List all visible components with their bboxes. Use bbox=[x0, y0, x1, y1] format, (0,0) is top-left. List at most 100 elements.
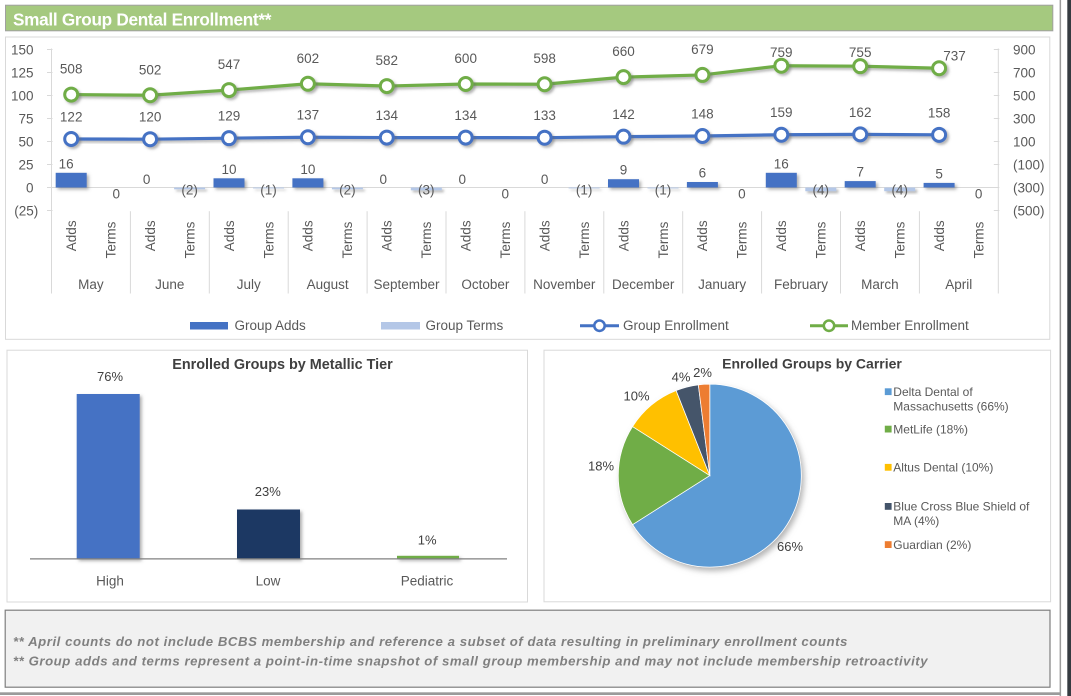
svg-text:4%: 4% bbox=[672, 370, 691, 385]
svg-text:Adds: Adds bbox=[932, 220, 947, 251]
svg-text:7: 7 bbox=[856, 165, 864, 180]
svg-text:0: 0 bbox=[975, 187, 983, 202]
svg-text:August: August bbox=[307, 277, 349, 292]
svg-text:300: 300 bbox=[1013, 111, 1036, 126]
svg-text:(4): (4) bbox=[813, 183, 830, 198]
svg-text:Small Group Dental Enrollment*: Small Group Dental Enrollment** bbox=[13, 10, 272, 30]
svg-text:125: 125 bbox=[11, 65, 34, 80]
svg-text:Terms: Terms bbox=[656, 221, 671, 258]
svg-text:Low: Low bbox=[256, 574, 281, 589]
svg-text:142: 142 bbox=[612, 107, 635, 122]
svg-text:(1): (1) bbox=[260, 183, 277, 198]
svg-text:25: 25 bbox=[18, 157, 33, 172]
svg-text:April: April bbox=[945, 277, 972, 292]
svg-text:High: High bbox=[96, 574, 124, 589]
svg-text:16: 16 bbox=[774, 156, 789, 171]
svg-text:100: 100 bbox=[11, 88, 34, 103]
svg-text:October: October bbox=[461, 277, 510, 292]
svg-text:159: 159 bbox=[770, 105, 793, 120]
svg-text:Member Enrollment: Member Enrollment bbox=[851, 318, 969, 333]
svg-text:547: 547 bbox=[218, 57, 241, 72]
svg-text:Terms: Terms bbox=[182, 221, 197, 258]
svg-text:** Group adds and terms repres: ** Group adds and terms represent a poin… bbox=[13, 654, 928, 669]
svg-text:Adds: Adds bbox=[695, 220, 710, 251]
svg-text:(300): (300) bbox=[1013, 180, 1045, 195]
svg-text:Group Adds: Group Adds bbox=[235, 318, 307, 333]
svg-text:120: 120 bbox=[139, 110, 162, 125]
svg-text:Adds: Adds bbox=[301, 220, 316, 251]
svg-text:0: 0 bbox=[501, 187, 509, 202]
svg-text:Group Enrollment: Group Enrollment bbox=[623, 318, 729, 333]
svg-text:2%: 2% bbox=[693, 365, 712, 380]
svg-text:10: 10 bbox=[221, 162, 236, 177]
svg-text:MA (4%): MA (4%) bbox=[893, 514, 939, 528]
svg-text:10%: 10% bbox=[623, 389, 649, 404]
svg-text:Terms: Terms bbox=[261, 221, 276, 258]
svg-text:50: 50 bbox=[18, 134, 33, 149]
svg-text:Terms: Terms bbox=[419, 221, 434, 258]
svg-text:Massachusetts (66%): Massachusetts (66%) bbox=[893, 399, 1008, 413]
svg-text:122: 122 bbox=[60, 110, 83, 125]
svg-text:(1): (1) bbox=[655, 183, 672, 198]
svg-text:759: 759 bbox=[770, 45, 793, 60]
svg-text:5: 5 bbox=[935, 166, 943, 181]
svg-text:Terms: Terms bbox=[340, 221, 355, 258]
svg-text:66%: 66% bbox=[777, 539, 803, 554]
svg-text:Terms: Terms bbox=[814, 221, 829, 258]
svg-text:150: 150 bbox=[11, 42, 34, 57]
svg-text:162: 162 bbox=[849, 105, 872, 120]
svg-text:July: July bbox=[237, 277, 261, 292]
svg-text:** April counts do not include: ** April counts do not include BCBS memb… bbox=[13, 634, 848, 649]
svg-text:23%: 23% bbox=[255, 484, 281, 499]
svg-text:129: 129 bbox=[218, 109, 241, 124]
svg-text:Terms: Terms bbox=[104, 221, 119, 258]
svg-text:February: February bbox=[774, 277, 828, 292]
svg-text:18%: 18% bbox=[588, 459, 614, 474]
svg-text:November: November bbox=[533, 277, 596, 292]
svg-text:900: 900 bbox=[1013, 42, 1036, 57]
svg-text:(4): (4) bbox=[891, 183, 908, 198]
svg-text:(2): (2) bbox=[339, 183, 356, 198]
svg-text:June: June bbox=[155, 277, 184, 292]
svg-text:600: 600 bbox=[454, 51, 477, 66]
svg-text:Terms: Terms bbox=[893, 221, 908, 258]
svg-text:134: 134 bbox=[454, 108, 477, 123]
svg-text:1%: 1% bbox=[418, 533, 437, 548]
svg-text:6: 6 bbox=[699, 166, 707, 181]
svg-text:0: 0 bbox=[458, 172, 466, 187]
svg-text:502: 502 bbox=[139, 62, 162, 77]
svg-text:Adds: Adds bbox=[222, 220, 237, 251]
svg-text:76%: 76% bbox=[97, 369, 123, 384]
svg-text:September: September bbox=[373, 277, 440, 292]
svg-text:(25): (25) bbox=[14, 203, 38, 218]
svg-text:133: 133 bbox=[533, 108, 556, 123]
svg-text:Adds: Adds bbox=[537, 220, 552, 251]
svg-text:9: 9 bbox=[620, 163, 628, 178]
svg-text:508: 508 bbox=[60, 62, 83, 77]
svg-text:Adds: Adds bbox=[64, 220, 79, 251]
svg-text:137: 137 bbox=[297, 108, 320, 123]
svg-text:16: 16 bbox=[59, 156, 74, 171]
svg-text:602: 602 bbox=[297, 51, 320, 66]
svg-text:(2): (2) bbox=[181, 183, 198, 198]
svg-text:Guardian (2%): Guardian (2%) bbox=[893, 538, 971, 552]
svg-text:Group Terms: Group Terms bbox=[426, 318, 504, 333]
svg-text:0: 0 bbox=[112, 187, 120, 202]
svg-text:(500): (500) bbox=[1013, 203, 1045, 218]
svg-text:(3): (3) bbox=[418, 183, 435, 198]
svg-text:Enrolled Groups by Metallic Ti: Enrolled Groups by Metallic Tier bbox=[172, 357, 393, 373]
svg-text:100: 100 bbox=[1013, 134, 1036, 149]
svg-text:December: December bbox=[612, 277, 675, 292]
svg-text:0: 0 bbox=[380, 172, 388, 187]
svg-text:0: 0 bbox=[143, 172, 151, 187]
svg-text:158: 158 bbox=[928, 105, 951, 120]
svg-text:MetLife (18%): MetLife (18%) bbox=[893, 422, 968, 436]
svg-text:598: 598 bbox=[533, 51, 556, 66]
svg-text:Adds: Adds bbox=[459, 220, 474, 251]
svg-text:Adds: Adds bbox=[853, 220, 868, 251]
svg-text:10: 10 bbox=[300, 162, 315, 177]
svg-text:0: 0 bbox=[738, 187, 746, 202]
svg-text:Terms: Terms bbox=[577, 221, 592, 258]
svg-text:679: 679 bbox=[691, 42, 714, 57]
svg-text:Adds: Adds bbox=[774, 220, 789, 251]
